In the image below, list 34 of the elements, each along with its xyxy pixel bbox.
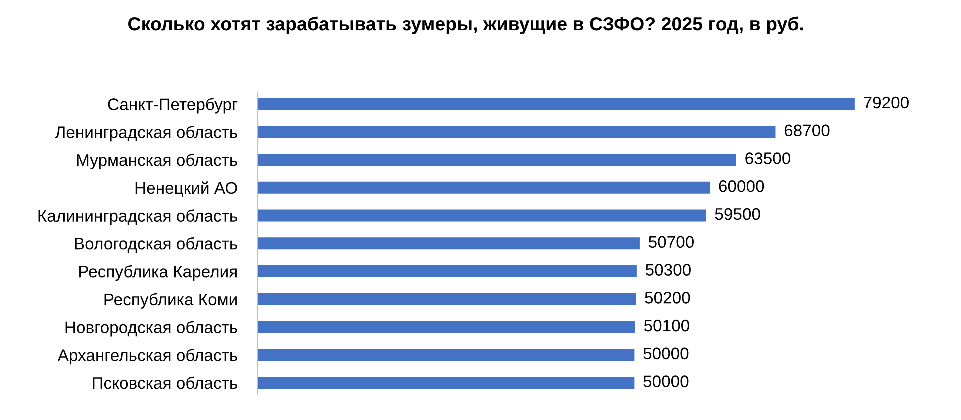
data-label: 63500 (746, 152, 791, 164)
bar (258, 376, 635, 389)
data-label: 68700 (784, 124, 830, 137)
data-label: 50700 (648, 236, 694, 248)
bar (258, 321, 636, 334)
data-label: 50100 (644, 320, 690, 332)
y-tick-label: Санкт-Петербург (108, 98, 238, 114)
y-tick-label: Вологодская область (75, 237, 238, 253)
bar (258, 238, 640, 250)
bar (258, 182, 710, 194)
data-label: 79200 (864, 96, 909, 109)
data-label: 50000 (644, 348, 689, 360)
data-label: 59500 (715, 208, 760, 220)
bar (258, 210, 706, 222)
data-label: 50200 (645, 292, 690, 304)
y-tick-label: Мурманская область (77, 154, 238, 170)
bar (258, 265, 637, 278)
y-tick-label: Ненецкий АО (136, 182, 238, 198)
y-tick-label: Ленинградская область (55, 126, 238, 142)
bar (258, 154, 737, 166)
data-label: 50300 (646, 264, 691, 276)
chart-title: Сколько хотят зарабатывать зумеры, живущие в СЗФО? 2025 год, в руб. (128, 16, 804, 34)
y-tick-label: Псковская область (93, 376, 238, 390)
bar (258, 126, 776, 138)
y-tick-label: Калининградская область (38, 210, 238, 226)
y-tick-label: Республика Коми (104, 293, 237, 309)
y-tick-label: Новгородская область (66, 321, 238, 337)
bar (258, 293, 636, 306)
data-label: 50000 (644, 376, 689, 388)
bar (258, 98, 855, 110)
y-tick-label: Архангельская область (58, 349, 238, 365)
bar (258, 349, 635, 362)
data-label: 60000 (719, 180, 764, 192)
y-tick-label: Республика Карелия (80, 265, 237, 282)
